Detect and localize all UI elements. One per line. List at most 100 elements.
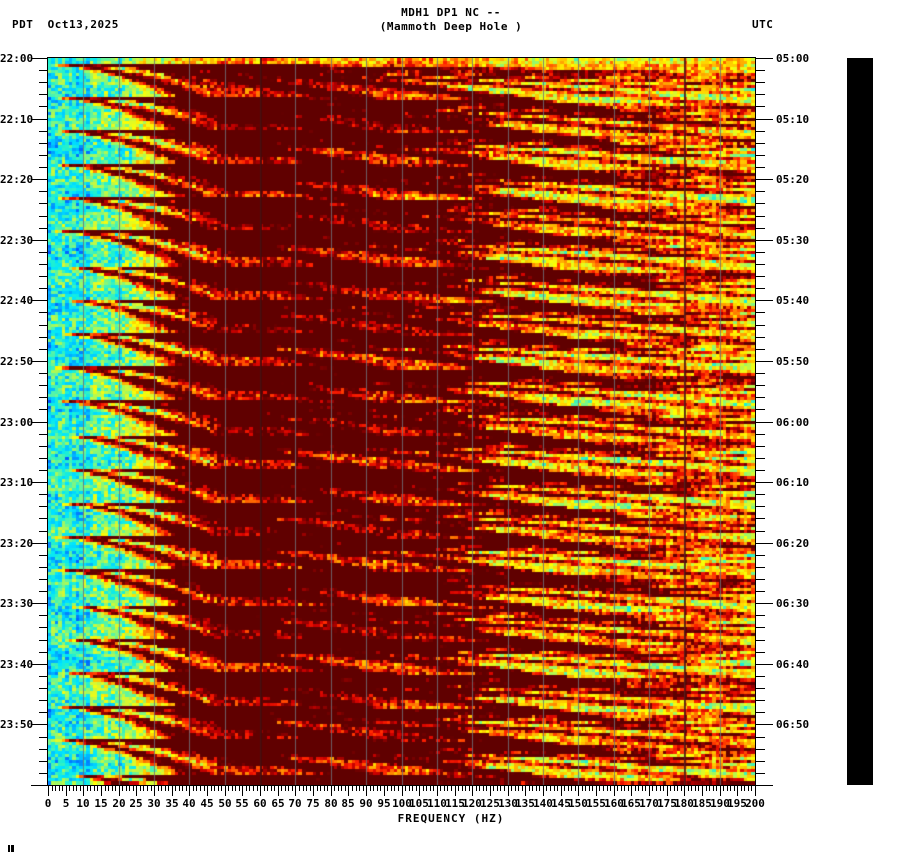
right-axis-minor-tick xyxy=(756,288,765,289)
freq-minor-tick xyxy=(196,786,197,791)
right-axis-minor-tick xyxy=(756,773,765,774)
freq-minor-tick xyxy=(62,786,63,791)
right-axis-minor-tick xyxy=(756,191,765,192)
right-time-label: 05:40 xyxy=(776,294,810,307)
freq-minor-tick xyxy=(373,786,374,791)
right-axis-minor-tick xyxy=(756,155,765,156)
spectrogram-plot[interactable] xyxy=(48,58,755,785)
freq-minor-tick xyxy=(635,786,636,791)
freq-minor-tick xyxy=(493,786,494,791)
right-axis-minor-tick xyxy=(756,106,765,107)
right-axis-major-tick xyxy=(756,58,773,59)
freq-label: 70 xyxy=(288,797,302,810)
left-axis-major-tick xyxy=(31,119,48,120)
freq-minor-tick xyxy=(108,786,109,791)
left-time-label: 22:40 xyxy=(0,294,34,307)
right-axis-minor-tick xyxy=(756,397,765,398)
freq-major-tick xyxy=(66,786,67,796)
freq-major-tick xyxy=(172,786,173,796)
freq-minor-tick xyxy=(412,786,413,791)
freq-minor-tick xyxy=(751,786,752,791)
freq-minor-tick xyxy=(341,786,342,791)
freq-minor-tick xyxy=(147,786,148,791)
right-axis-minor-tick xyxy=(756,409,765,410)
freq-minor-tick xyxy=(218,786,219,791)
freq-major-tick xyxy=(348,786,349,796)
right-axis-major-tick xyxy=(756,422,773,423)
right-time-label: 06:50 xyxy=(776,718,810,731)
left-axis-major-tick xyxy=(31,58,48,59)
left-axis-minor-tick xyxy=(39,191,48,192)
left-axis-minor-tick xyxy=(39,264,48,265)
freq-minor-tick xyxy=(377,786,378,791)
freq-major-tick xyxy=(472,786,473,796)
left-axis-minor-tick xyxy=(39,82,48,83)
freq-minor-tick xyxy=(645,786,646,791)
freq-minor-tick xyxy=(327,786,328,791)
freq-label: 160 xyxy=(604,797,624,810)
left-time-label: 22:30 xyxy=(0,234,34,247)
freq-minor-tick xyxy=(617,786,618,791)
freq-major-tick xyxy=(278,786,279,796)
freq-minor-tick xyxy=(249,786,250,791)
freq-minor-tick xyxy=(603,786,604,791)
left-axis-minor-tick xyxy=(39,167,48,168)
freq-minor-tick xyxy=(232,786,233,791)
freq-minor-tick xyxy=(359,786,360,791)
freq-minor-tick xyxy=(129,786,130,791)
left-axis-minor-tick xyxy=(39,203,48,204)
freq-minor-tick xyxy=(204,786,205,791)
freq-major-tick xyxy=(119,786,120,796)
right-axis-minor-tick xyxy=(756,131,765,132)
axis-top-line xyxy=(48,57,756,58)
left-axis-major-tick xyxy=(31,300,48,301)
freq-label: 150 xyxy=(568,797,588,810)
right-axis-minor-tick xyxy=(756,203,765,204)
freq-minor-tick xyxy=(628,786,629,791)
freq-minor-tick xyxy=(55,786,56,791)
freq-minor-tick xyxy=(451,786,452,791)
freq-label: 75 xyxy=(306,797,320,810)
right-axis-minor-tick xyxy=(756,373,765,374)
left-time-label: 23:30 xyxy=(0,597,34,610)
freq-major-tick xyxy=(225,786,226,796)
freq-minor-tick xyxy=(193,786,194,791)
freq-minor-tick xyxy=(320,786,321,791)
freq-minor-tick xyxy=(122,786,123,791)
freq-minor-tick xyxy=(504,786,505,791)
freq-minor-tick xyxy=(744,786,745,791)
right-axis-minor-tick xyxy=(756,737,765,738)
left-axis-major-tick xyxy=(31,240,48,241)
right-time-label: 06:40 xyxy=(776,658,810,671)
left-axis-minor-tick xyxy=(39,555,48,556)
freq-major-tick xyxy=(295,786,296,796)
freq-minor-tick xyxy=(394,786,395,791)
right-axis-minor-tick xyxy=(756,349,765,350)
freq-minor-tick xyxy=(363,786,364,791)
left-axis-minor-tick xyxy=(39,712,48,713)
freq-minor-tick xyxy=(592,786,593,791)
left-axis-minor-tick xyxy=(39,531,48,532)
freq-major-tick xyxy=(455,786,456,796)
right-time-label: 05:50 xyxy=(776,355,810,368)
freq-major-tick xyxy=(561,786,562,796)
left-axis-minor-tick xyxy=(39,494,48,495)
freq-label: 45 xyxy=(200,797,214,810)
freq-label: 50 xyxy=(218,797,232,810)
left-axis-minor-tick xyxy=(39,216,48,217)
left-axis-minor-tick xyxy=(39,373,48,374)
freq-minor-tick xyxy=(433,786,434,791)
freq-minor-tick xyxy=(246,786,247,791)
freq-label: 180 xyxy=(674,797,694,810)
right-axis-minor-tick xyxy=(756,252,765,253)
freq-minor-tick xyxy=(257,786,258,791)
freq-minor-tick xyxy=(370,786,371,791)
left-axis-minor-tick xyxy=(39,579,48,580)
right-axis-major-tick xyxy=(756,543,773,544)
right-axis-minor-tick xyxy=(756,591,765,592)
freq-label: 65 xyxy=(271,797,285,810)
freq-minor-tick xyxy=(239,786,240,791)
freq-minor-tick xyxy=(713,786,714,791)
left-time-label: 22:10 xyxy=(0,113,34,126)
freq-minor-tick xyxy=(324,786,325,791)
